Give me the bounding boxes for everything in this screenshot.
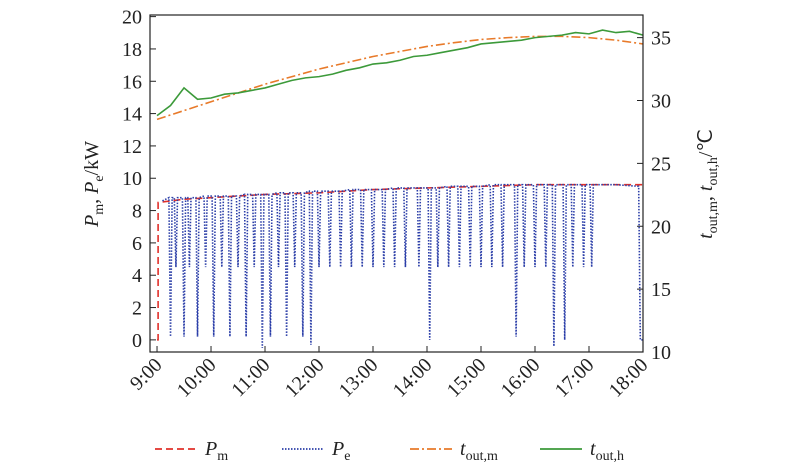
y2-tick-label: 10 — [651, 342, 671, 364]
y-tick-label: 10 — [122, 168, 142, 190]
y-tick-label: 0 — [132, 330, 142, 352]
x-tick-label: 17:00 — [551, 354, 599, 402]
legend-label: tout,m — [460, 438, 498, 464]
series-line — [157, 183, 643, 341]
y2-tick-label: 30 — [651, 91, 671, 113]
y2-tick-label: 20 — [651, 216, 671, 238]
y-tick-label: 4 — [132, 265, 142, 287]
x-tick-label: 18:00 — [605, 354, 653, 402]
y-tick-label: 12 — [122, 136, 142, 158]
y-tick-label: 2 — [132, 298, 142, 320]
y-tick-label: 16 — [122, 71, 142, 93]
y-tick-label: 20 — [122, 7, 142, 29]
x-tick-label: 9:00 — [126, 354, 167, 395]
x-tick-label: 15:00 — [443, 354, 491, 402]
y2-axis-label: tout,m, tout,h/℃ — [695, 129, 721, 239]
series-line — [162, 183, 643, 348]
x-tick-label: 11:00 — [227, 354, 274, 401]
x-tick-label: 13:00 — [335, 354, 383, 402]
y-axis-label: Pm, Pe/kW — [81, 141, 107, 228]
x-tick-label: 12:00 — [281, 354, 329, 402]
legend-label: Pe — [331, 438, 350, 464]
plot-frame — [149, 14, 644, 353]
x-tick-label: 16:00 — [497, 354, 545, 402]
y-tick-label: 6 — [132, 233, 142, 255]
y-tick-label: 14 — [122, 104, 142, 126]
series-line — [156, 35, 644, 121]
legend-label: Pm — [204, 438, 228, 464]
x-tick-label: 10:00 — [173, 354, 221, 402]
y2-tick-label: 35 — [651, 28, 671, 50]
y2-tick-label: 25 — [651, 153, 671, 175]
y2-tick-label: 15 — [651, 279, 671, 301]
series-line — [156, 29, 644, 117]
legend-label: tout,h — [590, 438, 624, 464]
x-tick-label: 14:00 — [389, 354, 437, 402]
y-tick-label: 18 — [122, 39, 142, 61]
y-tick-label: 8 — [132, 201, 142, 223]
